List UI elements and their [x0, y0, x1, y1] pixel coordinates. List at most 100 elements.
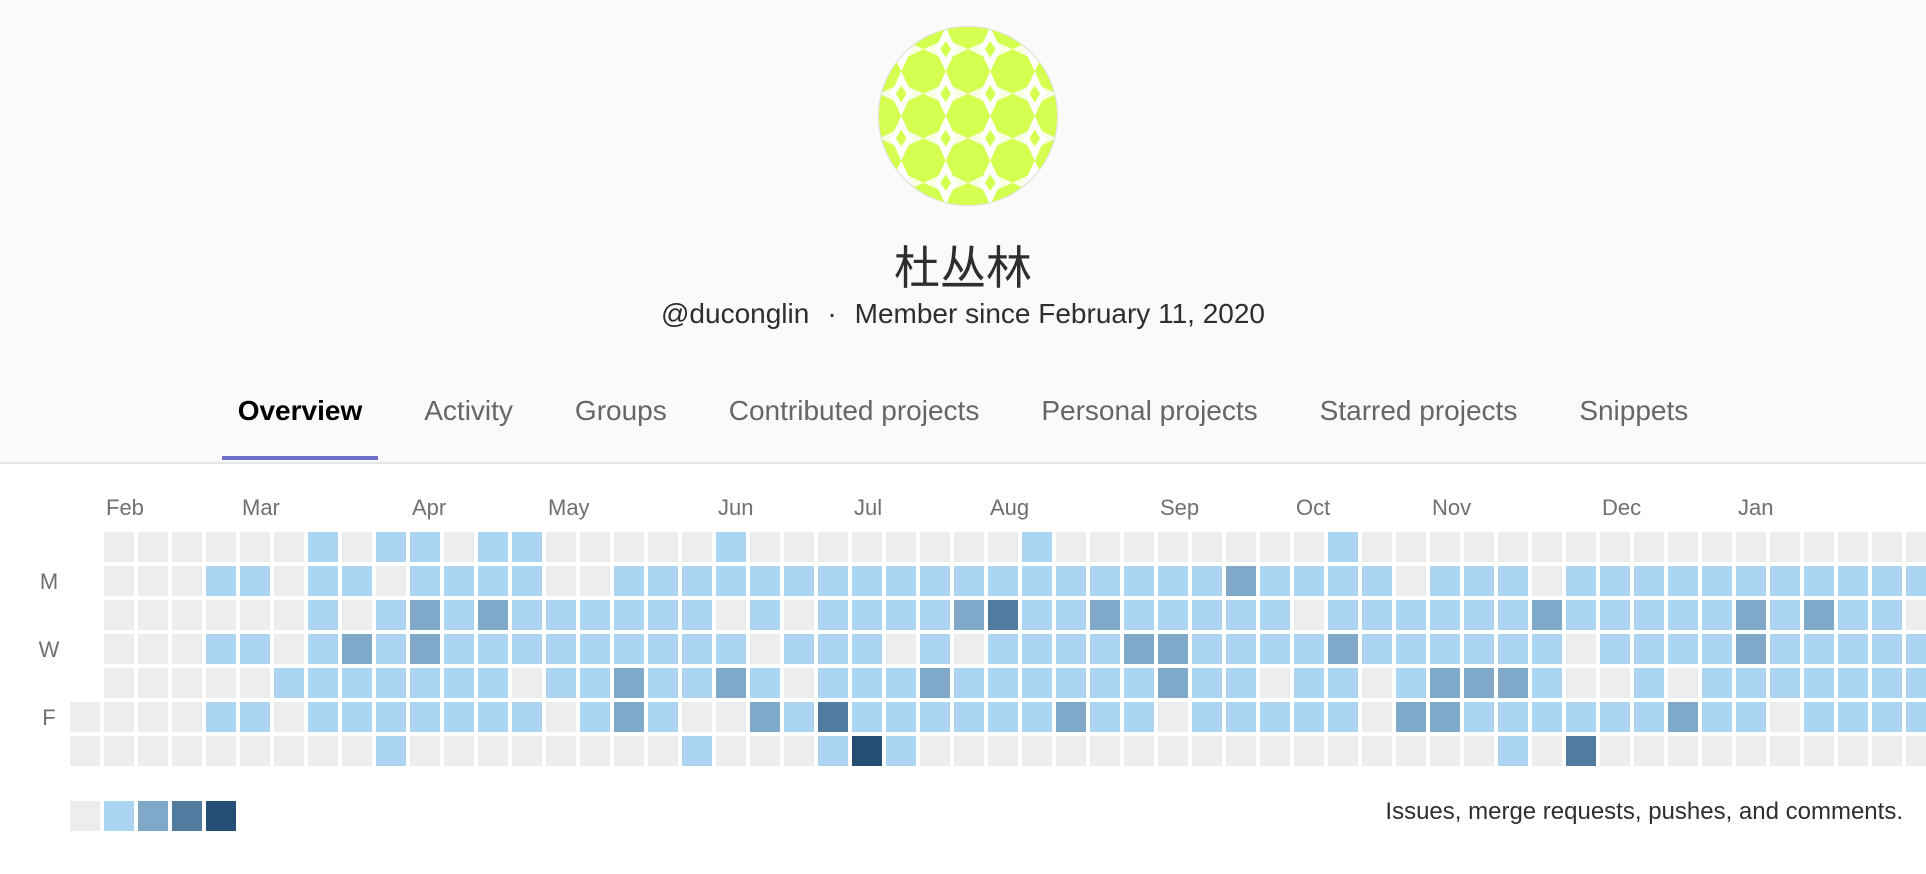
calendar-day-cell[interactable]	[1634, 668, 1664, 698]
calendar-day-cell[interactable]	[444, 668, 474, 698]
calendar-day-cell[interactable]	[784, 736, 814, 766]
calendar-day-cell[interactable]	[410, 600, 440, 630]
calendar-day-cell[interactable]	[240, 566, 270, 596]
calendar-day-cell[interactable]	[308, 532, 338, 562]
calendar-day-cell[interactable]	[104, 566, 134, 596]
calendar-day-cell[interactable]	[1260, 600, 1290, 630]
calendar-day-cell[interactable]	[206, 566, 236, 596]
calendar-day-cell[interactable]	[954, 634, 984, 664]
calendar-day-cell[interactable]	[342, 634, 372, 664]
calendar-day-cell[interactable]	[1906, 634, 1926, 664]
calendar-day-cell[interactable]	[1294, 532, 1324, 562]
calendar-day-cell[interactable]	[648, 634, 678, 664]
calendar-day-cell[interactable]	[614, 736, 644, 766]
calendar-day-cell[interactable]	[478, 566, 508, 596]
calendar-day-cell[interactable]	[410, 566, 440, 596]
calendar-day-cell[interactable]	[104, 532, 134, 562]
calendar-day-cell[interactable]	[1260, 566, 1290, 596]
calendar-day-cell[interactable]	[1328, 566, 1358, 596]
calendar-day-cell[interactable]	[1634, 736, 1664, 766]
calendar-day-cell[interactable]	[1396, 668, 1426, 698]
calendar-day-cell[interactable]	[1362, 634, 1392, 664]
calendar-day-cell[interactable]	[1600, 736, 1630, 766]
calendar-day-cell[interactable]	[1634, 566, 1664, 596]
tab-snippets[interactable]: Snippets	[1579, 395, 1689, 426]
calendar-day-cell[interactable]	[784, 532, 814, 562]
calendar-day-cell[interactable]	[444, 566, 474, 596]
calendar-day-cell[interactable]	[648, 600, 678, 630]
calendar-day-cell[interactable]	[920, 532, 950, 562]
calendar-day-cell[interactable]	[784, 600, 814, 630]
calendar-day-cell[interactable]	[1056, 634, 1086, 664]
calendar-day-cell[interactable]	[1668, 702, 1698, 732]
calendar-day-cell[interactable]	[240, 532, 270, 562]
calendar-day-cell[interactable]	[648, 702, 678, 732]
calendar-day-cell[interactable]	[1736, 600, 1766, 630]
calendar-day-cell[interactable]	[682, 566, 712, 596]
calendar-day-cell[interactable]	[580, 600, 610, 630]
calendar-day-cell[interactable]	[1872, 600, 1902, 630]
calendar-day-cell[interactable]	[614, 532, 644, 562]
calendar-day-cell[interactable]	[1838, 668, 1868, 698]
calendar-day-cell[interactable]	[1124, 532, 1154, 562]
calendar-day-cell[interactable]	[1600, 600, 1630, 630]
calendar-day-cell[interactable]	[1634, 600, 1664, 630]
calendar-day-cell[interactable]	[1600, 702, 1630, 732]
calendar-day-cell[interactable]	[648, 566, 678, 596]
calendar-day-cell[interactable]	[1430, 702, 1460, 732]
calendar-day-cell[interactable]	[1464, 668, 1494, 698]
calendar-day-cell[interactable]	[138, 702, 168, 732]
calendar-day-cell[interactable]	[614, 634, 644, 664]
calendar-day-cell[interactable]	[1294, 566, 1324, 596]
calendar-day-cell[interactable]	[1770, 702, 1800, 732]
calendar-day-cell[interactable]	[648, 532, 678, 562]
calendar-day-cell[interactable]	[70, 736, 100, 766]
calendar-day-cell[interactable]	[172, 532, 202, 562]
calendar-day-cell[interactable]	[682, 702, 712, 732]
calendar-day-cell[interactable]	[1090, 736, 1120, 766]
calendar-day-cell[interactable]	[274, 736, 304, 766]
calendar-day-cell[interactable]	[750, 634, 780, 664]
calendar-day-cell[interactable]	[1022, 736, 1052, 766]
calendar-day-cell[interactable]	[274, 600, 304, 630]
calendar-day-cell[interactable]	[1464, 702, 1494, 732]
calendar-day-cell[interactable]	[1362, 668, 1392, 698]
tab-starred-projects[interactable]: Starred projects	[1319, 395, 1518, 426]
tab-activity[interactable]: Activity	[424, 395, 513, 426]
calendar-day-cell[interactable]	[580, 566, 610, 596]
calendar-day-cell[interactable]	[1498, 566, 1528, 596]
calendar-day-cell[interactable]	[138, 634, 168, 664]
calendar-day-cell[interactable]	[1328, 532, 1358, 562]
calendar-day-cell[interactable]	[1770, 668, 1800, 698]
calendar-day-cell[interactable]	[1090, 668, 1120, 698]
calendar-day-cell[interactable]	[342, 566, 372, 596]
calendar-day-cell[interactable]	[1396, 736, 1426, 766]
calendar-day-cell[interactable]	[886, 634, 916, 664]
calendar-day-cell[interactable]	[172, 634, 202, 664]
calendar-day-cell[interactable]	[954, 600, 984, 630]
calendar-day-cell[interactable]	[308, 566, 338, 596]
calendar-day-cell[interactable]	[682, 634, 712, 664]
calendar-day-cell[interactable]	[1702, 634, 1732, 664]
calendar-day-cell[interactable]	[920, 736, 950, 766]
calendar-day-cell[interactable]	[308, 702, 338, 732]
calendar-day-cell[interactable]	[1770, 634, 1800, 664]
calendar-day-cell[interactable]	[818, 702, 848, 732]
calendar-day-cell[interactable]	[1906, 702, 1926, 732]
calendar-day-cell[interactable]	[1770, 532, 1800, 562]
calendar-day-cell[interactable]	[1634, 532, 1664, 562]
calendar-day-cell[interactable]	[1736, 668, 1766, 698]
calendar-day-cell[interactable]	[512, 532, 542, 562]
calendar-day-cell[interactable]	[444, 600, 474, 630]
calendar-day-cell[interactable]	[1056, 532, 1086, 562]
calendar-day-cell[interactable]	[1430, 634, 1460, 664]
calendar-day-cell[interactable]	[1022, 634, 1052, 664]
calendar-day-cell[interactable]	[1090, 566, 1120, 596]
calendar-day-cell[interactable]	[1736, 566, 1766, 596]
calendar-day-cell[interactable]	[1362, 532, 1392, 562]
calendar-day-cell[interactable]	[1600, 532, 1630, 562]
calendar-day-cell[interactable]	[1804, 532, 1834, 562]
calendar-day-cell[interactable]	[716, 702, 746, 732]
calendar-day-cell[interactable]	[444, 702, 474, 732]
calendar-day-cell[interactable]	[920, 702, 950, 732]
